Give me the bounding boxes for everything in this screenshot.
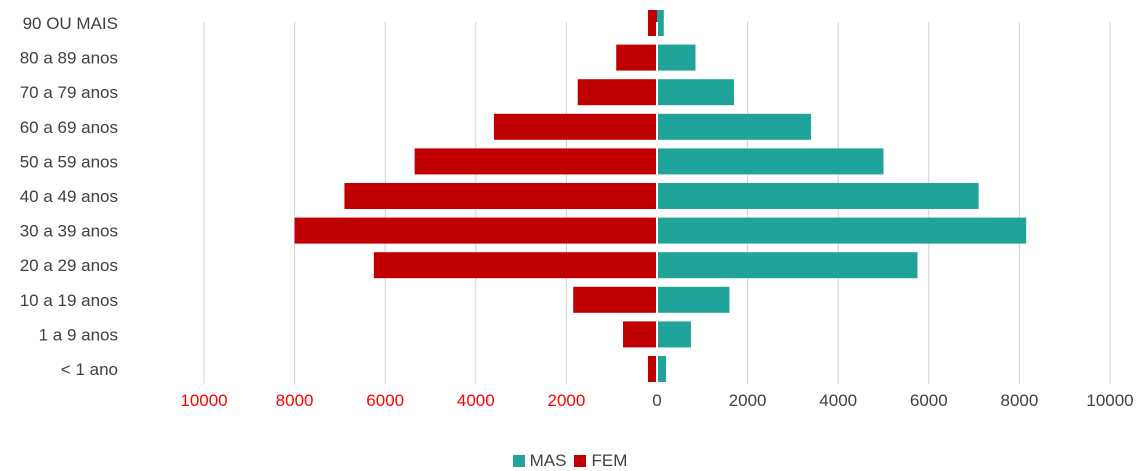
x-tick-label: 8000 [1000, 391, 1038, 410]
legend-item-fem: FEM [574, 451, 627, 471]
bar-fem [294, 217, 657, 244]
category-label: 30 a 39 anos [20, 222, 118, 241]
category-label: 1 a 9 anos [39, 325, 118, 344]
x-tick-label: 0 [652, 391, 661, 410]
legend-swatch-fem [574, 455, 587, 467]
bar-mas [657, 113, 812, 140]
legend-label-fem: FEM [591, 451, 628, 470]
category-label: 40 a 49 anos [20, 187, 118, 206]
category-label: < 1 ano [61, 360, 118, 379]
bar-fem [623, 321, 657, 348]
bar-mas [657, 44, 696, 71]
legend: MAS FEM [0, 451, 1140, 471]
x-tick-label: 4000 [819, 391, 857, 410]
category-label: 80 a 89 anos [20, 49, 118, 68]
bar-mas [657, 217, 1027, 244]
legend-label-mas: MAS [529, 451, 567, 470]
x-tick-label: 6000 [366, 391, 404, 410]
legend-swatch-mas [512, 455, 525, 467]
category-label: 10 a 19 anos [20, 291, 118, 310]
x-tick-label: 6000 [910, 391, 948, 410]
legend-item-mas: MAS [512, 451, 567, 471]
bar-fem [573, 286, 657, 313]
bar-mas [657, 79, 735, 106]
bar-mas [657, 286, 730, 313]
bar-fem [344, 183, 657, 209]
bar-fem [373, 252, 657, 279]
bar-fem [616, 44, 657, 71]
bar-fem [577, 79, 657, 106]
bar-mas [657, 183, 979, 209]
x-tick-label: 2000 [547, 391, 585, 410]
category-label: 60 a 69 anos [20, 118, 118, 137]
x-axis-tick-labels: 10000 8000 6000 4000 2000 0 2000 4000 6000 8000 10… [180, 391, 1133, 410]
x-tick-label: 10000 [180, 391, 227, 410]
category-label: 90 OU MAIS [23, 14, 118, 33]
x-tick-label: 2000 [729, 391, 767, 410]
bar-fem [647, 10, 657, 36]
population-pyramid-chart: < 1 ano 1 a 9 anos 10 a 19 anos 20 a 29 ano… [20, 10, 1134, 410]
x-tick-label: 10000 [1086, 391, 1133, 410]
bar-mas [657, 356, 667, 382]
category-label: 20 a 29 anos [20, 256, 118, 275]
bar-fem [647, 356, 657, 382]
x-tick-label: 4000 [457, 391, 495, 410]
bar-fem [493, 113, 657, 140]
category-label: 70 a 79 anos [20, 83, 118, 102]
x-tick-label: 8000 [276, 391, 314, 410]
bar-mas [657, 321, 691, 348]
bar-mas [657, 10, 664, 36]
bar-mas [657, 148, 884, 175]
category-label: 50 a 59 anos [20, 152, 118, 171]
bar-fem [414, 148, 657, 175]
bar-mas [657, 252, 918, 279]
bars [294, 10, 1027, 382]
category-labels: < 1 ano 1 a 9 anos 10 a 19 anos 20 a 29 ano… [20, 14, 118, 379]
